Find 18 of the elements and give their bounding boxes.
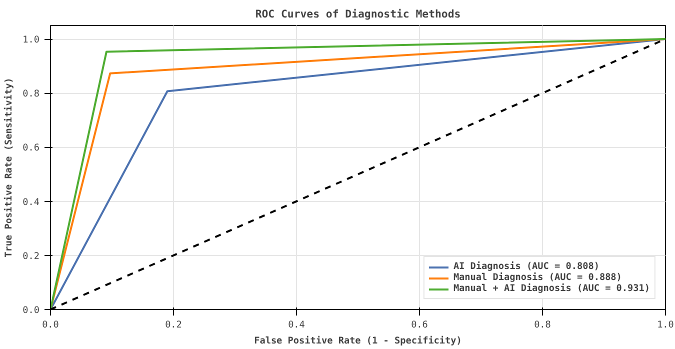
y-tick-label: 0.0 [22, 305, 40, 316]
y-tick-label: 0.2 [22, 250, 40, 262]
x-axis-title: False Positive Rate (1 - Specificity) [254, 336, 462, 346]
y-tick-label: 1.0 [22, 34, 40, 46]
x-tick-label: 0.6 [411, 320, 428, 330]
legend-label: Manual + AI Diagnosis (AUC = 0.931) [453, 283, 650, 294]
legend-label: AI Diagnosis (AUC = 0.808) [453, 261, 600, 272]
x-tick-label: 0.8 [534, 320, 552, 330]
y-axis-title: True Positive Rate (Sensitivity) [4, 78, 15, 258]
y-tick-label: 0.4 [22, 196, 40, 208]
legend-label: Manual Diagnosis (AUC = 0.888) [453, 272, 622, 283]
x-tick-label: 0.0 [42, 320, 60, 330]
x-tick-label: 0.2 [165, 320, 182, 330]
x-tick-label: 0.4 [288, 320, 306, 330]
y-tick-label: 0.8 [22, 88, 40, 100]
chart-title: ROC Curves of Diagnostic Methods [255, 8, 461, 20]
y-tick-label: 0.6 [22, 142, 40, 154]
x-tick-label: 1.0 [657, 320, 674, 330]
